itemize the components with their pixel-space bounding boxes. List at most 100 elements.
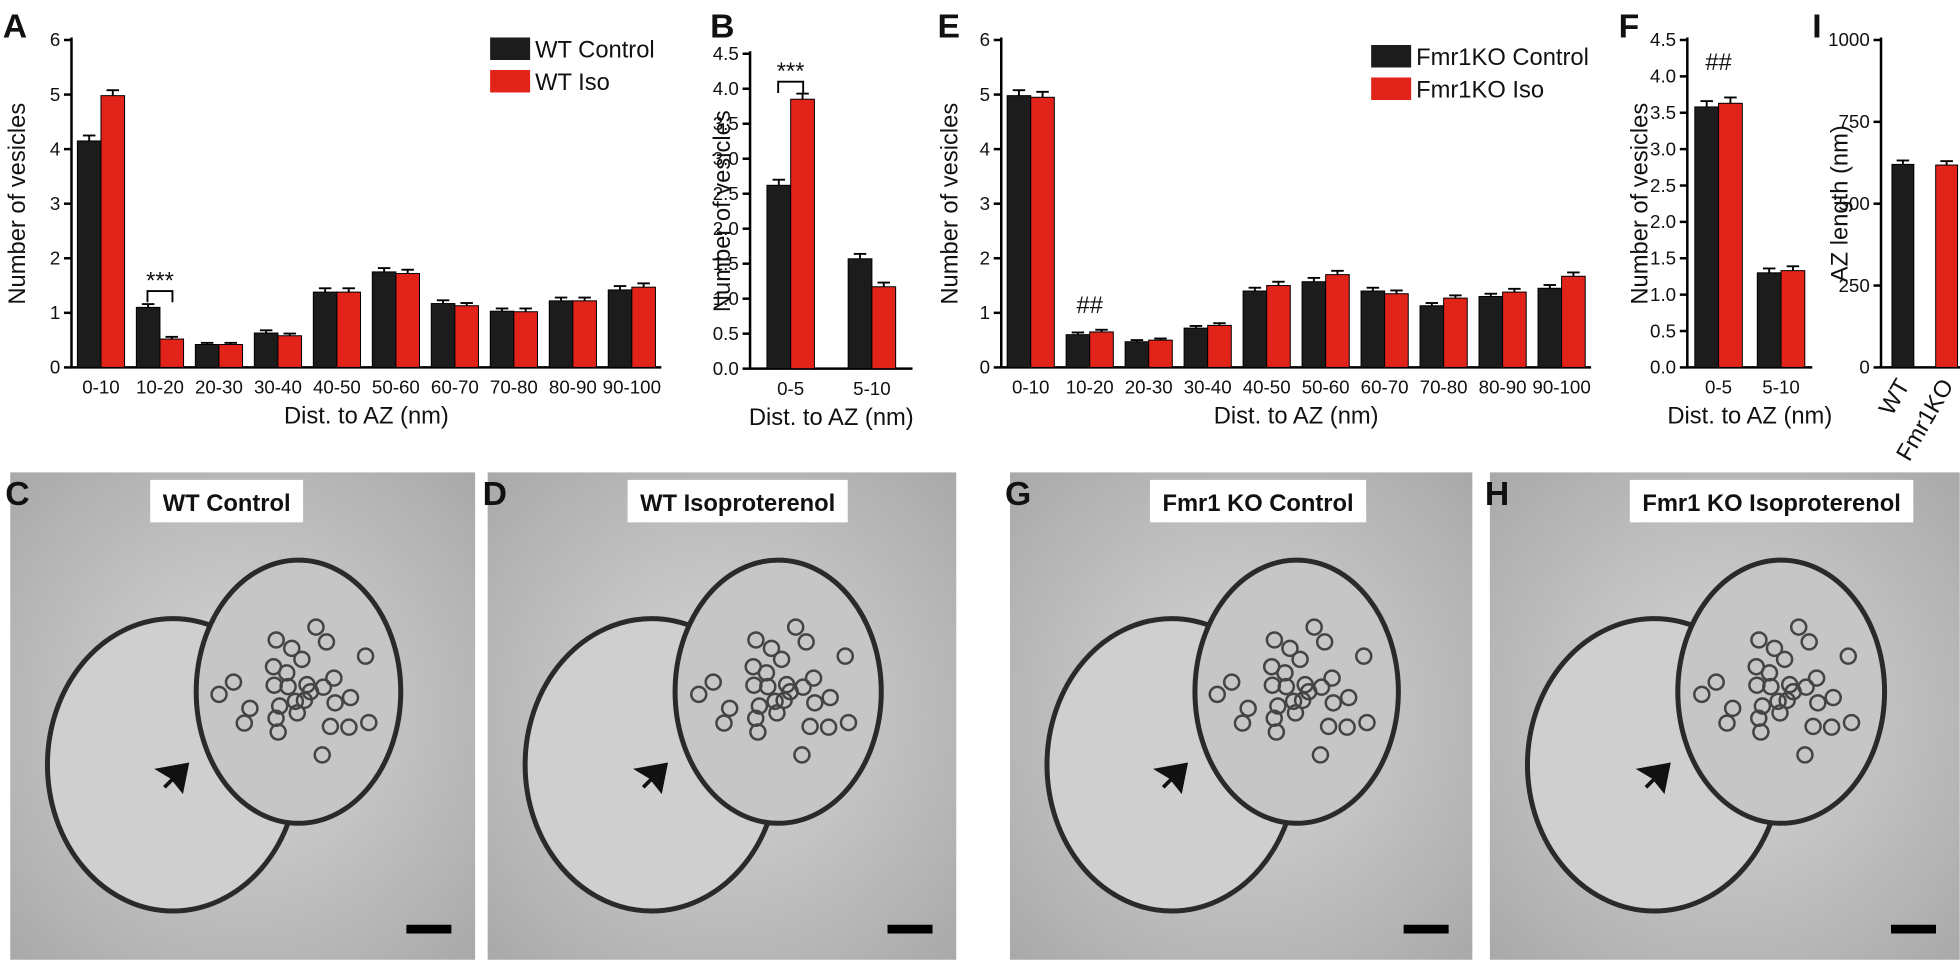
panel-letter: A [3, 7, 27, 45]
x-axis-label: Dist. to AZ (nm) [284, 404, 449, 430]
scale-bar [1403, 924, 1449, 934]
vesicle [1267, 723, 1286, 741]
bar [790, 98, 815, 370]
arrow [1152, 762, 1189, 795]
vesicle [295, 691, 314, 710]
bar [1360, 290, 1386, 368]
error-bar [1307, 276, 1321, 282]
vesicle [326, 694, 344, 712]
bar [1935, 164, 1959, 368]
bar [1384, 293, 1409, 368]
arrow [632, 762, 669, 795]
image-label: Fmr1 KO Control [1162, 491, 1353, 517]
y-tick-label: 4 [980, 138, 990, 159]
y-tick-label: 4.0 [1650, 66, 1676, 87]
vesicle [269, 723, 287, 741]
y-axis-label: Number of vesicles [938, 103, 964, 305]
bar [871, 286, 897, 370]
vesicle [1796, 746, 1814, 764]
annotation: *** [777, 59, 805, 85]
error-bar [1248, 286, 1262, 292]
bar [454, 305, 479, 368]
bar [277, 335, 303, 368]
legend-swatch [490, 69, 531, 93]
vesicle [806, 694, 824, 712]
vesicle [1233, 714, 1252, 732]
membrane [672, 557, 884, 826]
bar [312, 291, 338, 368]
panel-letter: D [483, 475, 507, 513]
x-tick-label: 0-10 [82, 377, 119, 398]
vesicle [1284, 692, 1303, 711]
vesicle [772, 650, 791, 669]
x-tick-label: 20-30 [195, 377, 243, 398]
bar [1756, 272, 1782, 368]
bar [1718, 102, 1743, 368]
vesicle [360, 713, 378, 732]
vesicle [819, 718, 838, 736]
y-tick-label: 2.0 [713, 218, 739, 239]
y-tick-label: 0 [50, 357, 60, 378]
error-bar [377, 267, 391, 272]
error-bar [554, 296, 568, 301]
y-tick-label: 1.5 [713, 253, 739, 274]
y-tick-label: 4.5 [713, 43, 739, 64]
error-bar [141, 303, 155, 308]
x-tick-label: 60-70 [1361, 377, 1409, 398]
vesicle [1315, 633, 1334, 651]
bar [1301, 281, 1327, 368]
arrow [154, 762, 190, 795]
panel-letter: C [5, 475, 29, 513]
vesicle [1747, 657, 1765, 676]
error-bar [1012, 89, 1026, 96]
bar [1065, 334, 1091, 368]
y-tick-label: 750 [1839, 111, 1870, 132]
vesicle [1707, 673, 1725, 691]
vesicle [1748, 676, 1766, 694]
vesicle [1693, 685, 1711, 704]
y-tick-label: 0 [1859, 357, 1869, 378]
x-tick-label: 20-30 [1125, 377, 1173, 398]
y-tick-label: 0.5 [1650, 320, 1676, 341]
vesicle [1822, 718, 1841, 736]
vesicle [1778, 691, 1796, 710]
vesicle [715, 714, 733, 732]
vesicle [1262, 657, 1281, 676]
vesicle [1208, 685, 1227, 704]
vesicle [804, 669, 823, 687]
vesicle [288, 704, 307, 722]
bar [1478, 295, 1504, 368]
bar [1443, 297, 1468, 368]
scale-bar [887, 924, 933, 934]
y-tick-label: 3.0 [1650, 138, 1676, 159]
bar [572, 300, 597, 368]
vesicle [1750, 631, 1768, 649]
y-tick-label: 6 [50, 29, 60, 50]
bar [395, 273, 420, 368]
error-bar [1543, 284, 1557, 289]
vesicle [341, 688, 360, 707]
x-axis-label: Dist. to AZ (nm) [1214, 404, 1379, 430]
legend-label: WT Control [535, 37, 655, 63]
vesicle [1263, 676, 1282, 694]
x-tick-label: 40-50 [1243, 377, 1291, 398]
label-box [1149, 479, 1367, 523]
vesicle [1804, 717, 1822, 736]
vesicle [356, 647, 375, 665]
bar [1266, 285, 1291, 368]
panel-letter: H [1485, 475, 1509, 513]
y-tick-label: 2 [980, 248, 990, 269]
y-tick-label: 1.5 [1650, 248, 1676, 269]
vesicle [797, 633, 815, 651]
panel-letter: G [1005, 475, 1031, 513]
vesicle [1319, 717, 1338, 736]
x-tick-label: 70-80 [1420, 377, 1468, 398]
vesicle [690, 685, 708, 704]
vesicle [749, 723, 767, 741]
y-tick-label: 2.5 [1650, 175, 1676, 196]
x-axis-label: Dist. to AZ (nm) [749, 405, 914, 431]
significance-bracket [777, 80, 805, 93]
y-tick-label: 3.0 [713, 148, 739, 169]
bar [1537, 287, 1563, 368]
vesicle [270, 697, 289, 715]
